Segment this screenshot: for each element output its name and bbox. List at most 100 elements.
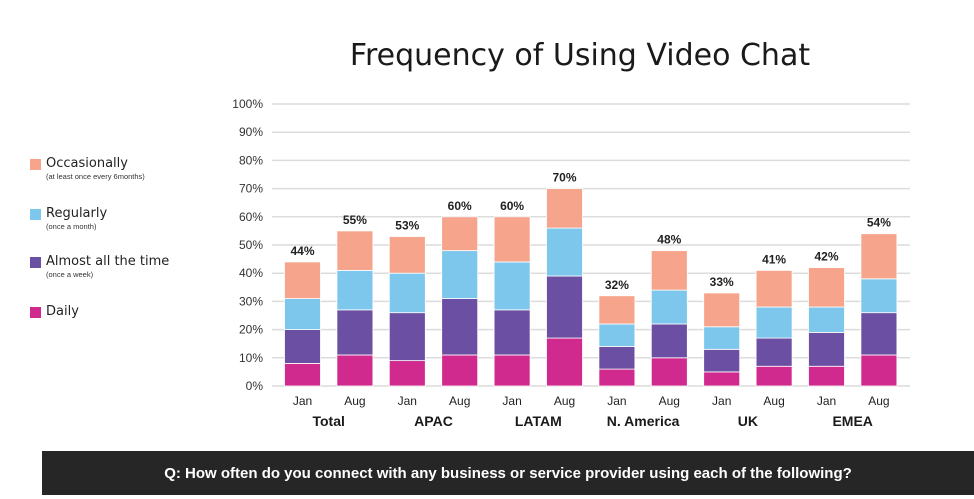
bar-segment-almost-all-the-time [441,298,479,356]
bar-segment-almost-all-the-time [650,323,688,359]
y-tick-label: 0% [246,379,264,393]
chart-title: Frequency of Using Video Chat [349,38,811,73]
total-label: 54% [867,216,891,230]
x-tick-label: Jan [398,394,417,408]
legend-label: Regularly [46,206,108,221]
legend-swatch [30,307,41,318]
question-banner: Q: How often do you connect with any bus… [42,451,974,495]
bar-segment-almost-all-the-time [860,312,898,356]
bar-segment-daily [388,360,426,387]
legend-sublabel: (at least once every 6months) [46,172,145,181]
total-label: 55% [343,213,367,227]
y-tick-label: 30% [239,294,263,308]
y-tick-label: 40% [239,266,263,280]
group-label: APAC [414,413,453,429]
bar-segment-occasionally [598,295,636,325]
total-label: 41% [762,252,786,266]
bar-segment-daily [546,337,583,387]
y-tick-label: 70% [239,182,263,196]
x-tick-label: Jan [607,394,626,408]
x-tick-label: Aug [868,394,889,408]
bar-segment-almost-all-the-time [336,309,374,356]
y-tick-label: 100% [232,97,263,111]
y-tick-label: 80% [239,153,263,167]
total-label: 33% [710,275,734,289]
legend-label: Daily [46,304,79,319]
bar-segment-almost-all-the-time [546,275,583,339]
bar-segment-regularly [493,261,531,311]
legend-label: Almost all the time [46,254,170,269]
legend-swatch [30,257,41,268]
bar-segment-regularly [860,278,898,314]
bar-segment-daily [284,363,321,387]
bar-segment-almost-all-the-time [703,348,741,373]
bar-segment-almost-all-the-time [755,337,793,367]
legend-sublabel: (once a month) [46,222,97,231]
total-label: 53% [395,219,419,233]
y-tick-label: 20% [239,323,263,337]
y-tick-label: 60% [239,210,263,224]
chart: 0% 10% 20% 30% 40% 50% 60% 70% 80% 90% 100% 44% Jan 5… [232,97,910,429]
bar-segment-regularly [598,323,636,347]
bar-segment-occasionally [336,230,374,271]
bar-segment-occasionally [755,269,793,308]
bar-segment-daily [703,371,741,387]
group-label: N. America [607,413,680,429]
bar-segment-occasionally [650,250,688,291]
y-tick-label: 50% [239,238,263,252]
bar-segment-occasionally [388,236,426,274]
bar-segment-regularly [808,306,845,333]
bar-segment-regularly [703,326,741,350]
total-label: 42% [814,250,838,264]
bar-segment-regularly [441,250,479,299]
bar-segment-regularly [755,306,793,339]
bar-segment-daily [860,354,898,387]
legend-swatch [30,159,41,170]
bar-segment-daily [650,357,688,387]
group-label: LATAM [515,413,562,429]
bar-segment-almost-all-the-time [598,346,636,370]
bar-segment-daily [755,365,793,387]
bar-segment-daily [336,354,374,387]
bar-segment-occasionally [493,216,531,263]
group-label: UK [738,413,758,429]
bar-segment-regularly [546,227,583,277]
legend-label: Occasionally [46,156,128,171]
bar-segment-regularly [284,298,321,330]
question-text: Q: How often do you connect with any bus… [164,464,852,482]
bar-segment-regularly [650,289,688,325]
bar-segment-almost-all-the-time [284,329,321,364]
x-tick-label: Aug [763,394,784,408]
x-tick-label: Jan [502,394,521,408]
x-tick-label: Jan [293,394,312,408]
bar-segment-occasionally [284,261,321,299]
bar-segment-almost-all-the-time [493,309,531,356]
bar-segment-daily [808,365,845,387]
bar-segment-daily [598,368,636,387]
x-tick-label: Aug [554,394,575,408]
total-label: 44% [290,244,314,258]
y-tick-label: 10% [239,351,263,365]
total-label: 60% [448,199,472,213]
bar-segment-regularly [388,272,426,314]
bar-segment-daily [441,354,479,387]
x-tick-label: Aug [449,394,470,408]
bar-segment-occasionally [546,188,583,229]
total-label: 60% [500,199,524,213]
total-label: 48% [657,233,681,247]
x-tick-label: Jan [712,394,731,408]
bar-segment-occasionally [860,233,898,280]
bar-segment-almost-all-the-time [808,332,845,367]
bar-segment-regularly [336,269,374,311]
legend-swatch [30,209,41,220]
x-tick-label: Aug [659,394,680,408]
group-label: EMEA [832,413,872,429]
bar-segment-occasionally [703,292,741,328]
legend-sublabel: (once a week) [46,270,94,279]
x-tick-label: Jan [817,394,836,408]
x-tick-label: Aug [344,394,365,408]
bar-segment-occasionally [808,267,845,308]
total-label: 32% [605,278,629,292]
bar-segment-occasionally [441,216,479,252]
bar-segment-daily [493,354,531,387]
